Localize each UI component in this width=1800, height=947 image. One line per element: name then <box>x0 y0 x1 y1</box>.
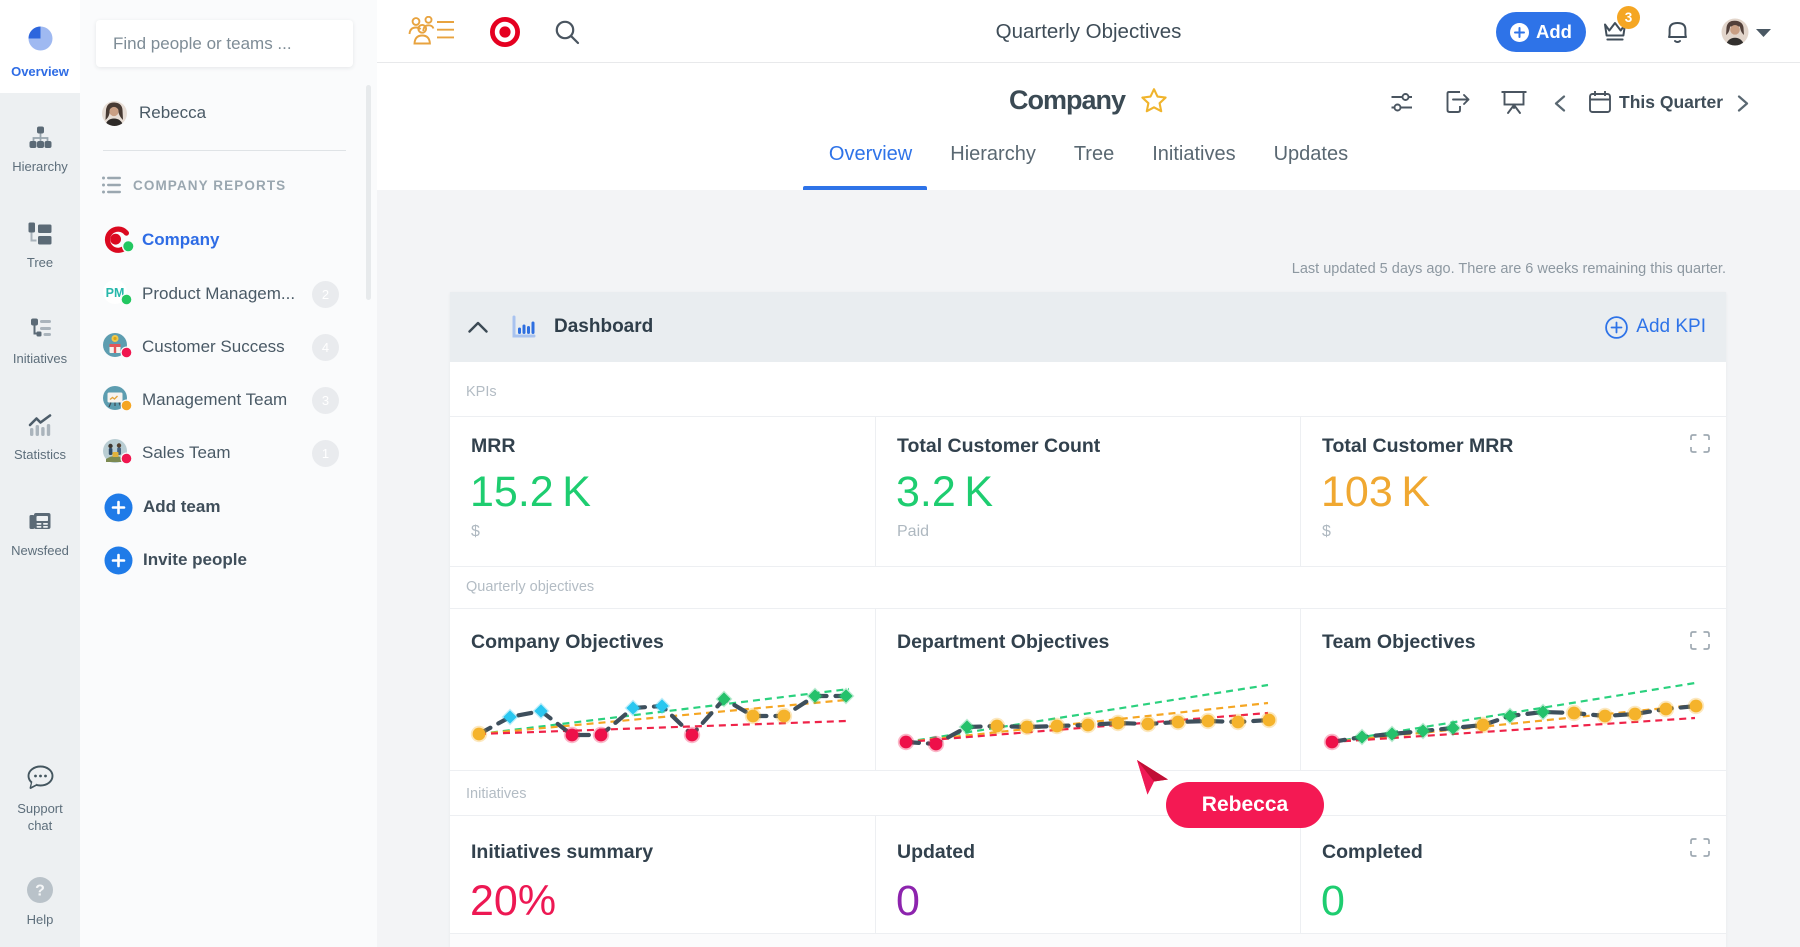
svg-text:PM: PM <box>106 286 125 300</box>
svg-text:?: ? <box>35 883 45 900</box>
